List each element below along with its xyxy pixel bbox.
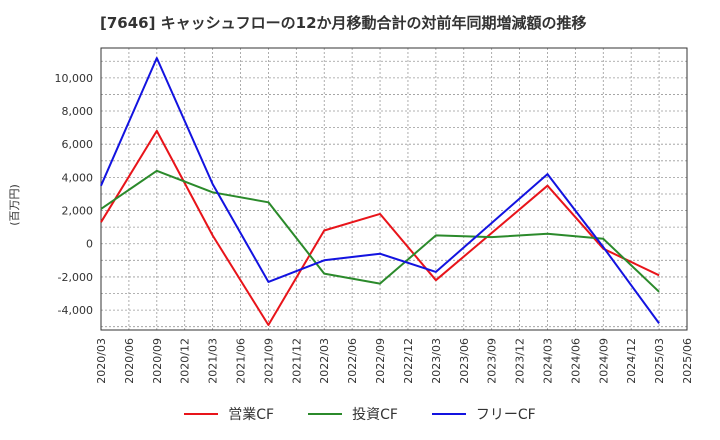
x-tick-label: 2023/06 xyxy=(458,338,471,384)
y-axis-label: (百万円) xyxy=(8,184,21,226)
x-tick-label: 2021/06 xyxy=(235,338,248,384)
x-tick-label: 2022/09 xyxy=(374,338,387,384)
chart-title: [7646] キャッシュフローの12か月移動合計の対前年同期増減額の推移 xyxy=(100,14,587,32)
y-tick-label: 6,000 xyxy=(62,138,94,151)
legend-label: フリーCF xyxy=(475,407,536,423)
x-tick-label: 2020/12 xyxy=(179,338,192,384)
y-tick-labels: -4,000 -2,000 0 2,000 4,000 6,000 8,000 10,000 xyxy=(55,72,94,317)
legend-label: 営業CF xyxy=(228,407,275,423)
legend-item: フリーCF xyxy=(431,404,536,424)
axes xyxy=(100,47,688,331)
x-tick-label: 2021/12 xyxy=(290,338,303,384)
y-tick-label: -2,000 xyxy=(58,271,93,284)
x-tick-label: 2020/06 xyxy=(123,338,136,384)
y-tick-label: 2,000 xyxy=(62,205,94,218)
legend-label: 投資CF xyxy=(352,407,398,423)
x-tick-label: 2023/09 xyxy=(486,338,499,384)
x-tick-label: 2024/03 xyxy=(541,338,554,384)
grid xyxy=(100,48,688,330)
x-tick-label: 2024/06 xyxy=(569,338,582,384)
x-tick-label: 2025/06 xyxy=(681,338,694,384)
x-tick-label: 2020/09 xyxy=(151,338,164,384)
x-tick-label: 2021/09 xyxy=(262,338,275,384)
legend-item: 営業CF xyxy=(184,404,274,424)
legend: 営業CF 投資CF フリーCF xyxy=(0,404,720,424)
y-tick-label: 10,000 xyxy=(55,72,94,85)
x-tick-label: 2023/12 xyxy=(514,338,527,384)
x-tick-label: 2024/09 xyxy=(597,338,610,384)
series-line-投資CF xyxy=(100,169,660,293)
y-tick-label: 8,000 xyxy=(62,105,94,118)
series-line-営業CF xyxy=(100,129,660,326)
x-tick-label: 2025/03 xyxy=(653,338,666,384)
x-tick-label: 2024/12 xyxy=(625,338,638,384)
x-tick-label: 2022/03 xyxy=(318,338,331,384)
y-tick-label: 0 xyxy=(86,238,93,251)
x-tick-label: 2022/06 xyxy=(346,338,359,384)
legend-item: 投資CF xyxy=(308,404,398,424)
x-tick-labels: 2020/03 2020/06 2020/09 2020/12 2021/03 2021/… xyxy=(95,338,694,384)
y-tick-label: -4,000 xyxy=(58,304,93,317)
plot-frame xyxy=(100,47,688,331)
x-tick-label: 2021/03 xyxy=(207,338,220,384)
legend-swatch xyxy=(431,413,466,415)
series-line-フリーCF xyxy=(100,57,660,324)
series-lines xyxy=(100,57,660,326)
x-tick-label: 2022/12 xyxy=(402,338,415,384)
x-tick-label: 2020/03 xyxy=(95,338,108,384)
y-tick-label: 4,000 xyxy=(62,171,94,184)
x-tick-label: 2023/03 xyxy=(430,338,443,384)
legend-swatch xyxy=(308,413,343,415)
legend-swatch xyxy=(184,413,219,415)
